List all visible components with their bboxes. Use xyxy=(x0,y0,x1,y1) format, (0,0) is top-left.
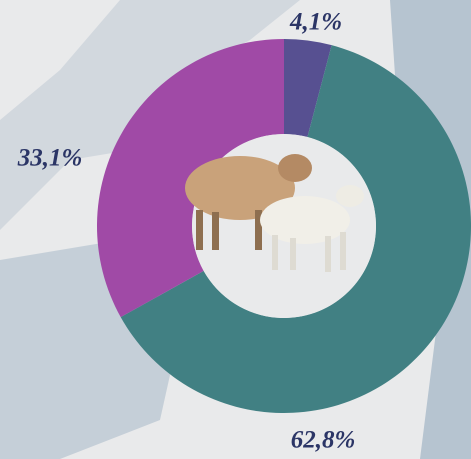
data-label: 62,8% xyxy=(291,427,356,454)
sheep-head xyxy=(278,154,312,182)
goat-head xyxy=(336,185,364,207)
sheep-leg xyxy=(196,210,203,250)
chart: 4,1% 62,8% 33,1% xyxy=(0,0,471,459)
goat-leg xyxy=(290,238,296,270)
data-label: 33,1% xyxy=(17,145,83,172)
goat-leg xyxy=(325,236,331,272)
goat-leg xyxy=(340,232,346,270)
sheep-leg xyxy=(212,212,219,250)
goat-leg xyxy=(272,235,278,270)
data-label: 4,1% xyxy=(289,9,342,36)
